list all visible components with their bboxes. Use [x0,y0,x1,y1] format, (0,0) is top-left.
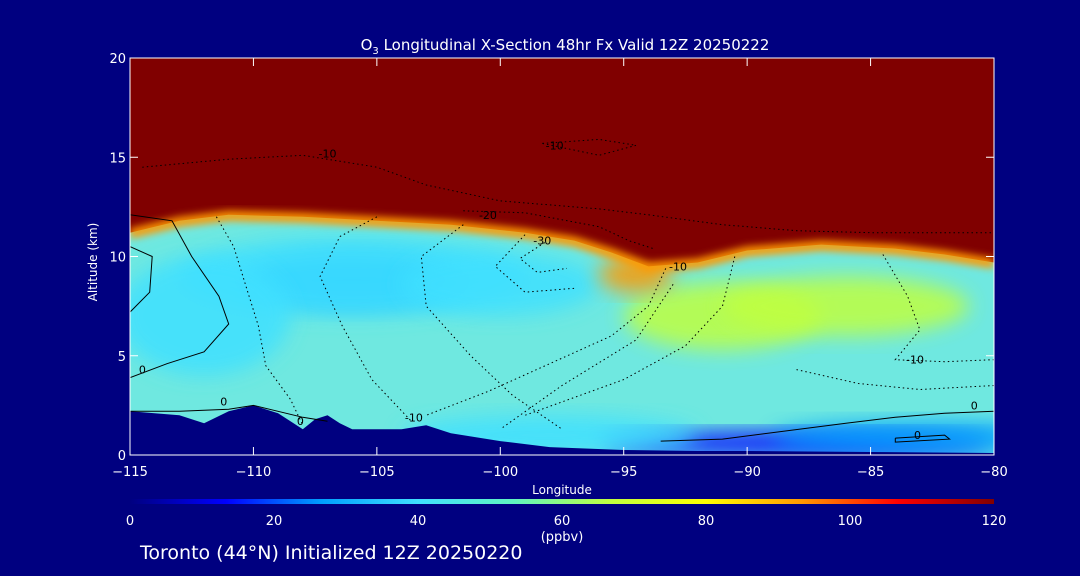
y-axis-label: Altitude (km) [86,223,100,302]
stratospheric-ozone-region [130,58,994,267]
colorbar-tick-label: 120 [982,514,1007,529]
y-tick-label: 10 [109,251,126,266]
colorbar-tick-label: 20 [266,514,283,529]
contour-layer [130,138,994,443]
contour-label-6: 0 [139,364,146,377]
y-tick-label: 15 [109,151,126,166]
tropopause-gradient-band [130,210,994,273]
chart-title: O3 Longitudinal X-Section 48hr Fx Valid … [361,36,770,57]
contour-labels: -10 -10 -20 -30 -10 -10 0 0 0 -10 0 0 [139,139,978,442]
x-tick-label: −100 [482,465,518,480]
y-tick-label: 0 [118,449,126,464]
contour-neg-10-c [420,224,563,430]
colorbar-tick-label: 80 [698,514,715,529]
contour-neg-30 [494,234,575,293]
contour-neg-10-b [319,216,412,422]
colorbar-tick-label: 100 [838,514,863,529]
plot-area: -10 -10 -20 -30 -10 -10 0 0 0 -10 0 0 [130,58,994,455]
colorbar-tick-label: 60 [554,514,571,529]
contour-label-5: -10 [906,354,924,367]
x-tick-label: −105 [359,465,395,480]
x-tick-label: −95 [610,465,637,480]
x-axis-ticks: −115 −110 −105 −100 −95 −90 −85 −80 [112,58,1008,480]
terrain-profile [130,405,994,455]
contour-zero-east-loop [894,434,951,443]
contour-zero-terrain [130,404,328,422]
y-tick-label: 20 [109,52,126,67]
y-tick-label: 5 [118,350,126,365]
x-tick-label: −80 [980,465,1007,480]
contour-label-8: 0 [297,415,304,428]
contour-neg-10-d [426,268,667,416]
x-tick-label: −90 [733,465,760,480]
contour-strat-a [142,154,994,234]
contour-label-4: -10 [669,260,687,273]
x-tick-label: −115 [112,465,148,480]
title-species: O [361,36,373,54]
colorbar-tick-label: 40 [410,514,427,529]
contour-label-0: -10 [319,147,337,160]
contour-label-1: -10 [546,139,564,152]
colorbar [130,499,994,504]
footer-init-label: Toronto (44°N) Initialized 12Z 20250220 [140,542,523,564]
title-subscript: 3 [372,46,378,57]
contour-label-10: 0 [971,399,978,412]
contour-zero-east [660,410,994,442]
ozone-field-2 [401,252,600,317]
x-axis-label: Longitude [532,483,592,497]
ozone-field-8 [771,421,994,454]
contour-neg-10-h [796,369,994,391]
contour-strat-c [463,210,654,250]
ozone-field-layer [130,236,994,455]
contour-label-2: -20 [479,209,497,222]
ozone-field-3 [130,256,291,376]
colorbar-unit: (ppbv) [541,530,584,545]
colorbar-ticks: 0 20 40 60 80 100 120 [126,514,1007,529]
contour-label-9: -10 [405,411,423,424]
contour-neg-10-g [882,254,994,363]
title-rest: Longitudinal X-Section 48hr Fx Valid 12Z… [379,36,770,54]
contour-label-11: 0 [914,429,921,442]
x-tick-label: −85 [857,465,884,480]
contour-label-7: 0 [220,395,227,408]
contour-neg-10-a [215,216,304,426]
x-tick-label: −110 [236,465,272,480]
ozone-field-5 [722,276,970,336]
contour-neg-30-inner [519,242,567,273]
contour-zero-west [130,214,230,379]
contour-zero-west-inner [130,246,153,313]
colorbar-tick-label: 0 [126,514,134,529]
contour-label-3: -30 [533,235,551,248]
